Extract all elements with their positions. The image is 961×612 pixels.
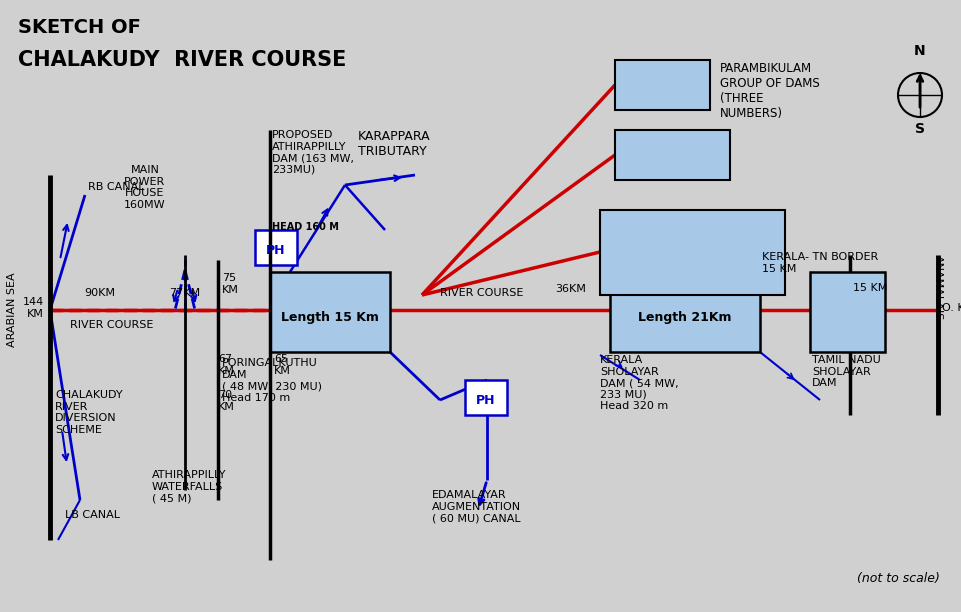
Text: KERALA- TN BORDER
15 KM: KERALA- TN BORDER 15 KM (761, 252, 877, 274)
Bar (255, 230, 297, 265)
Text: PROPOSED
ATHIRAPPILLY
DAM (163 MW,
233MU): PROPOSED ATHIRAPPILLY DAM (163 MW, 233MU… (272, 130, 354, 175)
Text: Length 15 Km: Length 15 Km (281, 310, 379, 324)
Text: CHALAKUDY  RIVER COURSE: CHALAKUDY RIVER COURSE (18, 50, 346, 70)
Text: HEAD 160 M: HEAD 160 M (272, 222, 338, 232)
Bar (464, 380, 506, 415)
Bar (614, 130, 729, 180)
Text: ATHIRAPPILLY
WATERFALLS
( 45 M): ATHIRAPPILLY WATERFALLS ( 45 M) (152, 470, 226, 503)
Text: 65
KM: 65 KM (274, 354, 290, 376)
Text: Length 21Km: Length 21Km (637, 310, 731, 324)
Text: N: N (913, 44, 924, 58)
Text: 67
KM: 67 KM (218, 354, 234, 376)
Text: MAIN
POWER
HOUSE
160MW: MAIN POWER HOUSE 160MW (124, 165, 165, 210)
Text: 70
KM: 70 KM (218, 390, 234, 412)
Bar (609, 272, 759, 352)
Text: PORINGALKUTHU
DAM
( 48 MW, 230 MU)
Head 170 m: PORINGALKUTHU DAM ( 48 MW, 230 MU) Head … (222, 358, 322, 403)
Text: RIVER COURSE: RIVER COURSE (439, 288, 523, 298)
Text: PARAMBIKULAM
GROUP OF DAMS
(THREE
NUMBERS): PARAMBIKULAM GROUP OF DAMS (THREE NUMBER… (719, 62, 819, 120)
Text: ARABIAN SEA: ARABIAN SEA (7, 273, 17, 348)
Text: 144
KM: 144 KM (23, 297, 44, 319)
Text: 75
KM: 75 KM (222, 274, 238, 295)
Text: RIVER COURSE: RIVER COURSE (70, 320, 153, 330)
Bar (614, 60, 709, 110)
Text: (not to scale): (not to scale) (856, 572, 939, 585)
Text: ANAMALAIS: ANAMALAIS (932, 255, 942, 320)
Text: KARAPPARA
TRIBUTARY: KARAPPARA TRIBUTARY (357, 130, 431, 158)
Text: 90KM: 90KM (85, 288, 115, 298)
Text: PH: PH (476, 394, 495, 406)
Text: RB CANAL: RB CANAL (87, 182, 144, 192)
Text: 15 KM: 15 KM (852, 283, 886, 293)
Text: CHALAKUDY
RIVER
DIVERSION
SCHEME: CHALAKUDY RIVER DIVERSION SCHEME (55, 390, 122, 435)
Text: TAMIL NADU
SHOLAYAR
DAM: TAMIL NADU SHOLAYAR DAM (811, 355, 880, 388)
Text: SKETCH OF: SKETCH OF (18, 18, 140, 37)
Text: EDAMALAYAR
AUGMENTATION
( 60 MU) CANAL: EDAMALAYAR AUGMENTATION ( 60 MU) CANAL (431, 490, 521, 523)
Text: 36KM: 36KM (554, 284, 585, 294)
Text: KERALA
SHOLAYAR
DAM ( 54 MW,
233 MU)
Head 320 m: KERALA SHOLAYAR DAM ( 54 MW, 233 MU) Hea… (600, 355, 678, 411)
Text: S: S (914, 122, 924, 136)
Bar (600, 210, 784, 295)
Bar (270, 272, 389, 352)
Text: 77KM: 77KM (169, 288, 200, 298)
Text: LB CANAL: LB CANAL (65, 510, 120, 520)
Text: PH: PH (266, 244, 285, 256)
Text: O. KM: O. KM (941, 303, 961, 313)
Bar (809, 272, 884, 352)
